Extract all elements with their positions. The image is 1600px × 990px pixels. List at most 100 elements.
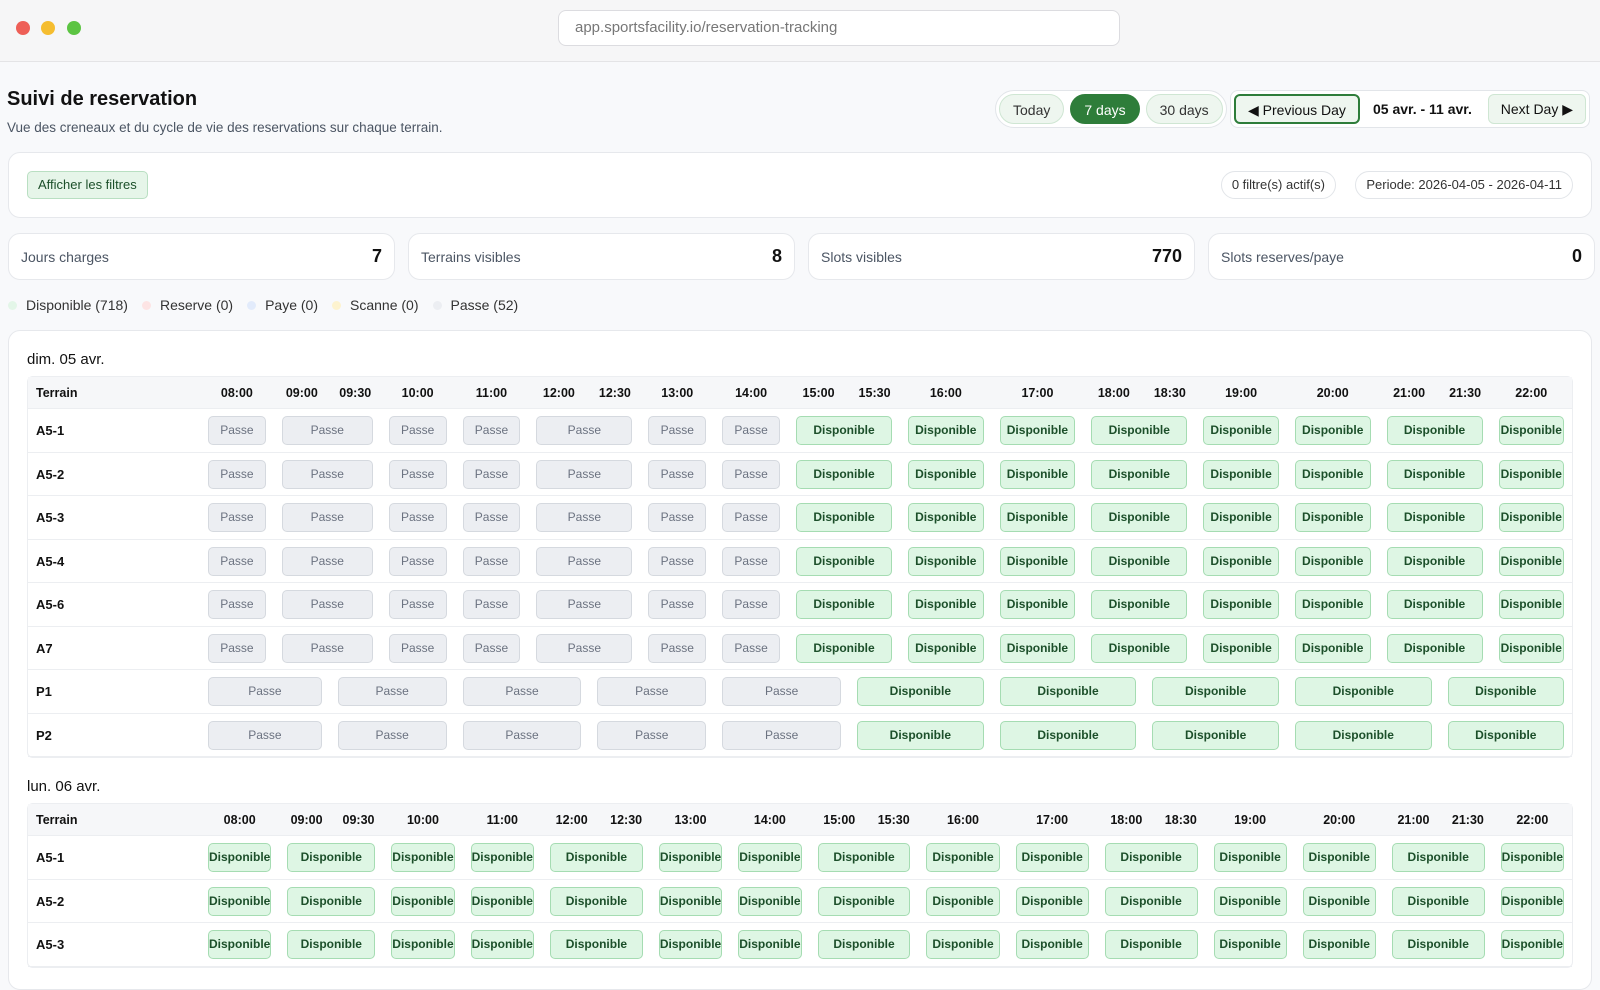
slot[interactable]: Disponible <box>1447 677 1564 706</box>
slot[interactable]: Disponible <box>908 590 984 619</box>
slot[interactable]: Disponible <box>1091 633 1188 663</box>
slot[interactable]: Passe <box>208 459 266 489</box>
slot[interactable]: Passe <box>462 720 582 750</box>
slot[interactable]: Passe <box>462 546 521 576</box>
slot[interactable]: Disponible <box>1015 930 1089 959</box>
slot[interactable]: Disponible <box>1447 720 1564 750</box>
slot[interactable]: Disponible <box>658 843 723 872</box>
slot[interactable]: Disponible <box>999 590 1076 619</box>
slot[interactable]: Disponible <box>796 503 892 532</box>
slot[interactable]: Disponible <box>1498 416 1564 445</box>
slot[interactable]: Disponible <box>1498 546 1564 576</box>
slot[interactable]: Passe <box>208 633 266 663</box>
slot[interactable]: Disponible <box>1500 930 1564 959</box>
slot[interactable]: Passe <box>648 546 707 576</box>
slot[interactable]: Passe <box>722 677 842 706</box>
slot[interactable]: Disponible <box>1294 459 1371 489</box>
slot[interactable]: Disponible <box>999 546 1076 576</box>
slot[interactable]: Passe <box>648 416 707 445</box>
slot[interactable]: Disponible <box>999 416 1076 445</box>
slot[interactable]: Disponible <box>658 886 723 916</box>
slot[interactable]: Disponible <box>908 503 984 532</box>
slot[interactable]: Passe <box>722 590 780 619</box>
slot[interactable]: Disponible <box>1294 720 1432 750</box>
slot[interactable]: Passe <box>648 459 707 489</box>
slot[interactable]: Disponible <box>1294 416 1371 445</box>
slot[interactable]: Passe <box>648 503 707 532</box>
slot[interactable]: Disponible <box>1091 546 1188 576</box>
slot[interactable]: Disponible <box>1386 590 1483 619</box>
slot[interactable]: Disponible <box>857 720 984 750</box>
slot[interactable]: Passe <box>597 677 707 706</box>
slot[interactable]: Disponible <box>908 633 984 663</box>
slot[interactable]: Passe <box>208 590 266 619</box>
slot[interactable]: Disponible <box>1203 459 1279 489</box>
slot[interactable]: Disponible <box>1152 677 1279 706</box>
slot[interactable]: Disponible <box>1500 886 1564 916</box>
slot[interactable]: Passe <box>208 503 266 532</box>
slot[interactable]: Passe <box>281 503 373 532</box>
slot[interactable]: Disponible <box>999 720 1137 750</box>
slot[interactable]: Disponible <box>1203 633 1279 663</box>
slot[interactable]: Disponible <box>908 459 984 489</box>
slot[interactable]: Disponible <box>1104 843 1198 872</box>
slot[interactable]: Passe <box>337 677 447 706</box>
slot[interactable]: Passe <box>722 459 780 489</box>
slot[interactable]: Disponible <box>738 843 802 872</box>
slot[interactable]: Disponible <box>1091 459 1188 489</box>
slot[interactable]: Disponible <box>1386 503 1483 532</box>
slot[interactable]: Passe <box>208 546 266 576</box>
slot[interactable]: Passe <box>281 546 373 576</box>
slot[interactable]: Disponible <box>470 843 534 872</box>
slot[interactable]: Disponible <box>1203 416 1279 445</box>
slot[interactable]: Disponible <box>1500 843 1564 872</box>
slot[interactable]: Passe <box>722 720 842 750</box>
range-button[interactable]: 30 days <box>1145 94 1223 124</box>
slot[interactable]: Disponible <box>1104 930 1198 959</box>
slot[interactable]: Disponible <box>796 590 892 619</box>
slot[interactable]: Passe <box>462 503 521 532</box>
slot[interactable]: Disponible <box>1203 503 1279 532</box>
slot[interactable]: Disponible <box>1213 843 1287 872</box>
slot[interactable]: Disponible <box>1203 546 1279 576</box>
slot[interactable]: Disponible <box>391 843 455 872</box>
slot[interactable]: Passe <box>722 416 780 445</box>
zoom-dot[interactable] <box>67 21 81 35</box>
slot[interactable]: Disponible <box>1386 459 1483 489</box>
slot[interactable]: Disponible <box>287 886 376 916</box>
slot[interactable]: Disponible <box>287 843 376 872</box>
slot[interactable]: Disponible <box>926 930 1000 959</box>
range-button[interactable]: 7 days <box>1070 94 1140 124</box>
slot[interactable]: Disponible <box>999 677 1137 706</box>
filters-button[interactable]: Afficher les filtres <box>27 171 148 199</box>
slot[interactable]: Disponible <box>1302 886 1376 916</box>
slot[interactable]: Disponible <box>1091 416 1188 445</box>
slot[interactable]: Disponible <box>1091 590 1188 619</box>
slot[interactable]: Disponible <box>1498 590 1564 619</box>
slot[interactable]: Disponible <box>1294 546 1371 576</box>
slot[interactable]: Disponible <box>1015 886 1089 916</box>
slot[interactable]: Disponible <box>908 546 984 576</box>
slot[interactable]: Passe <box>648 633 707 663</box>
slot[interactable]: Disponible <box>999 459 1076 489</box>
slot[interactable]: Disponible <box>926 886 1000 916</box>
slot[interactable]: Disponible <box>549 843 643 872</box>
previous-button[interactable]: ◀ Previous Day <box>1234 94 1360 124</box>
slot[interactable]: Passe <box>388 633 447 663</box>
slot[interactable]: Disponible <box>1498 633 1564 663</box>
slot[interactable]: Disponible <box>1294 633 1371 663</box>
slot[interactable]: Passe <box>388 590 447 619</box>
slot[interactable]: Disponible <box>999 503 1076 532</box>
slot[interactable]: Passe <box>536 416 633 445</box>
slot[interactable]: Passe <box>281 416 373 445</box>
slot[interactable]: Passe <box>462 677 582 706</box>
close-dot[interactable] <box>16 21 30 35</box>
url-bar[interactable]: app.sportsfacility.io/reservation-tracki… <box>558 10 1120 46</box>
slot[interactable]: Passe <box>648 590 707 619</box>
slot[interactable]: Disponible <box>391 930 455 959</box>
slot[interactable]: Passe <box>388 459 447 489</box>
slot[interactable]: Disponible <box>796 546 892 576</box>
slot[interactable]: Disponible <box>1302 930 1376 959</box>
slot[interactable]: Disponible <box>1152 720 1279 750</box>
minimize-dot[interactable] <box>41 21 55 35</box>
